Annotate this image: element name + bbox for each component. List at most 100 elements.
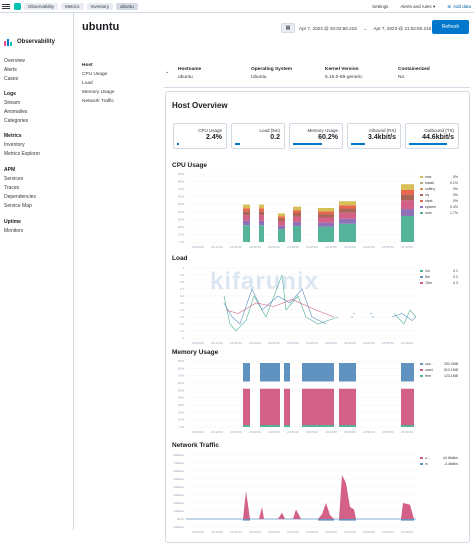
sidebar-item-service-map[interactable]: Service Map [4, 203, 32, 209]
sidebar-item-traces[interactable]: Traces [4, 185, 20, 191]
x-tick-label: 20:45:00 [344, 341, 356, 345]
memory-used-area [260, 388, 280, 427]
load-series-line [223, 288, 327, 325]
breadcrumb-current: ubuntu [116, 2, 138, 10]
x-tick-label: 20:20:00 [249, 430, 261, 434]
sidebar-item-categories[interactable]: Categories [4, 118, 29, 124]
memory-free-area [243, 425, 250, 427]
sidebar-item-metrics-explorer[interactable]: Metrics Explorer [4, 151, 41, 157]
y-tick-label: 60kbit/s [174, 469, 185, 473]
expand-icon[interactable]: ⌄ [165, 69, 170, 75]
legend-value: 1.7% [450, 211, 458, 215]
x-tick-label: 20:50:00 [363, 245, 375, 249]
sidebar-apm-group: APM Services Traces Dependencies Service… [4, 167, 36, 212]
x-tick-label: 20:40:00 [325, 430, 337, 434]
breadcrumb-metrics[interactable]: Metrics [61, 2, 84, 10]
kpi-memory-label: Memory Usage [307, 128, 338, 133]
cpu-area-segment [293, 216, 301, 222]
y-tick-label: 10% [178, 418, 184, 422]
breadcrumb-observability[interactable]: Observability [24, 2, 59, 10]
y-tick-label: 1 [182, 266, 184, 270]
host-nav-load[interactable]: Load [82, 81, 93, 86]
x-tick-label: 20:50:00 [363, 341, 375, 345]
cpu-area-segment [401, 194, 414, 201]
start-date[interactable]: Apr 7, 2023 @ 20:02:50.216 [299, 25, 357, 31]
x-tick-label: 20:35:00 [306, 530, 318, 534]
refresh-button[interactable]: Refresh [432, 20, 469, 34]
alerts-menu[interactable]: Alerts and rules ▾ [400, 4, 435, 10]
legend-swatch [420, 212, 423, 214]
sidebar-item-stream[interactable]: Stream [4, 100, 21, 106]
legend-value: -3.4kbit/s [444, 462, 458, 466]
x-tick-label: 20:15:00 [230, 430, 242, 434]
legend-label: irq [425, 193, 429, 197]
y-tick-label: -10kbit/s [173, 525, 185, 529]
y-tick-label: 50% [178, 202, 184, 206]
legend-label: 15m [425, 281, 432, 285]
legend-label: 5m [425, 275, 430, 279]
memory-cache-area [243, 363, 250, 382]
sidebar-item-dependencies[interactable]: Dependencies [4, 194, 36, 200]
sidebar-item-inventory[interactable]: Inventory [4, 142, 25, 148]
sidebar-item-monitors[interactable]: Monitors [4, 228, 24, 234]
sidebar-item-anomalies[interactable]: Anomalies [4, 109, 28, 115]
y-tick-label: 90% [178, 172, 184, 176]
y-tick-label: 60% [178, 195, 184, 199]
cpu-area-segment [318, 222, 334, 227]
sidebar-item-cases[interactable]: Cases [4, 76, 19, 82]
containerized-label: Containerized [398, 67, 430, 72]
memory-usage-chart: 0% 10% 20% 30% 40% 50% 60% 70% 80% 90% 20:05:00 20:… [178, 359, 459, 434]
cpu-area-segment [293, 221, 301, 227]
metadata-divider [164, 87, 470, 88]
host-nav-cpu[interactable]: CPU Usage [82, 72, 108, 77]
legend-label: 1m [425, 269, 430, 273]
sidebar-item-alerts[interactable]: Alerts [4, 67, 17, 73]
x-tick-label: 20:45:00 [344, 430, 356, 434]
legend-value: 252.4MB [444, 362, 459, 366]
calendar-icon[interactable]: ▦ [281, 23, 295, 33]
cpu-area-segment [293, 206, 301, 211]
x-tick-label: 20:10:00 [211, 341, 223, 345]
end-date[interactable]: Apr 7, 2023 @ 21:02:50.216 [373, 25, 432, 31]
sidebar-item-services[interactable]: Services [4, 176, 24, 182]
y-tick-label: 0.5 [180, 301, 185, 305]
x-tick-label: 20:50:00 [363, 530, 375, 534]
y-tick-label: 80% [178, 366, 184, 370]
host-nav-network[interactable]: Network Traffic [82, 99, 114, 104]
y-tick-label: 60% [178, 381, 184, 385]
settings-link[interactable]: Settings [372, 4, 389, 9]
y-tick-label: 50kbit/s [174, 477, 185, 481]
cpu-area-segment [259, 220, 264, 226]
network-section-title: Network Traffic [172, 442, 219, 449]
kpi-inbound-bar [351, 143, 366, 145]
menu-icon[interactable] [2, 2, 10, 10]
cpu-area-segment [278, 218, 285, 222]
y-tick-label: 40% [178, 396, 184, 400]
cpu-area-segment [318, 214, 334, 218]
x-tick-label: 20:30:00 [287, 430, 299, 434]
load-series-line [391, 313, 417, 321]
kpi-inbound: Inbound (RX) 3.4kbit/s [347, 123, 401, 149]
kpi-cpu: CPU Usage 2.4% [173, 123, 227, 149]
host-nav-memory[interactable]: Memory Usage [82, 90, 115, 95]
host-section-nav: Host CPU Usage Load Memory Usage Network… [82, 63, 115, 108]
y-tick-label: 0.7 [180, 287, 185, 291]
cpu-area-segment [401, 200, 414, 210]
x-tick-label: 20:55:00 [382, 430, 394, 434]
elastic-logo-icon[interactable] [14, 2, 21, 10]
legend-label: in [425, 462, 428, 466]
y-tick-label: 90% [178, 359, 184, 363]
breadcrumb-inventory[interactable]: Inventory [86, 2, 114, 10]
x-tick-label: 20:05:00 [192, 245, 204, 249]
kpi-load-label: Load (5m) [259, 128, 280, 133]
x-tick-label: 20:05:00 [192, 530, 204, 534]
cpu-area-segment [259, 211, 264, 216]
add-data-link[interactable]: ⊕ Add data [447, 4, 471, 10]
cpu-area-segment [259, 225, 264, 242]
sidebar-item-overview[interactable]: Overview [4, 58, 25, 64]
memory-cache-area [260, 363, 280, 382]
outbound-area [243, 475, 414, 519]
cpu-area-segment [318, 226, 334, 242]
x-tick-label: 20:35:00 [306, 430, 318, 434]
y-tick-label: 80kbit/s [174, 453, 185, 457]
